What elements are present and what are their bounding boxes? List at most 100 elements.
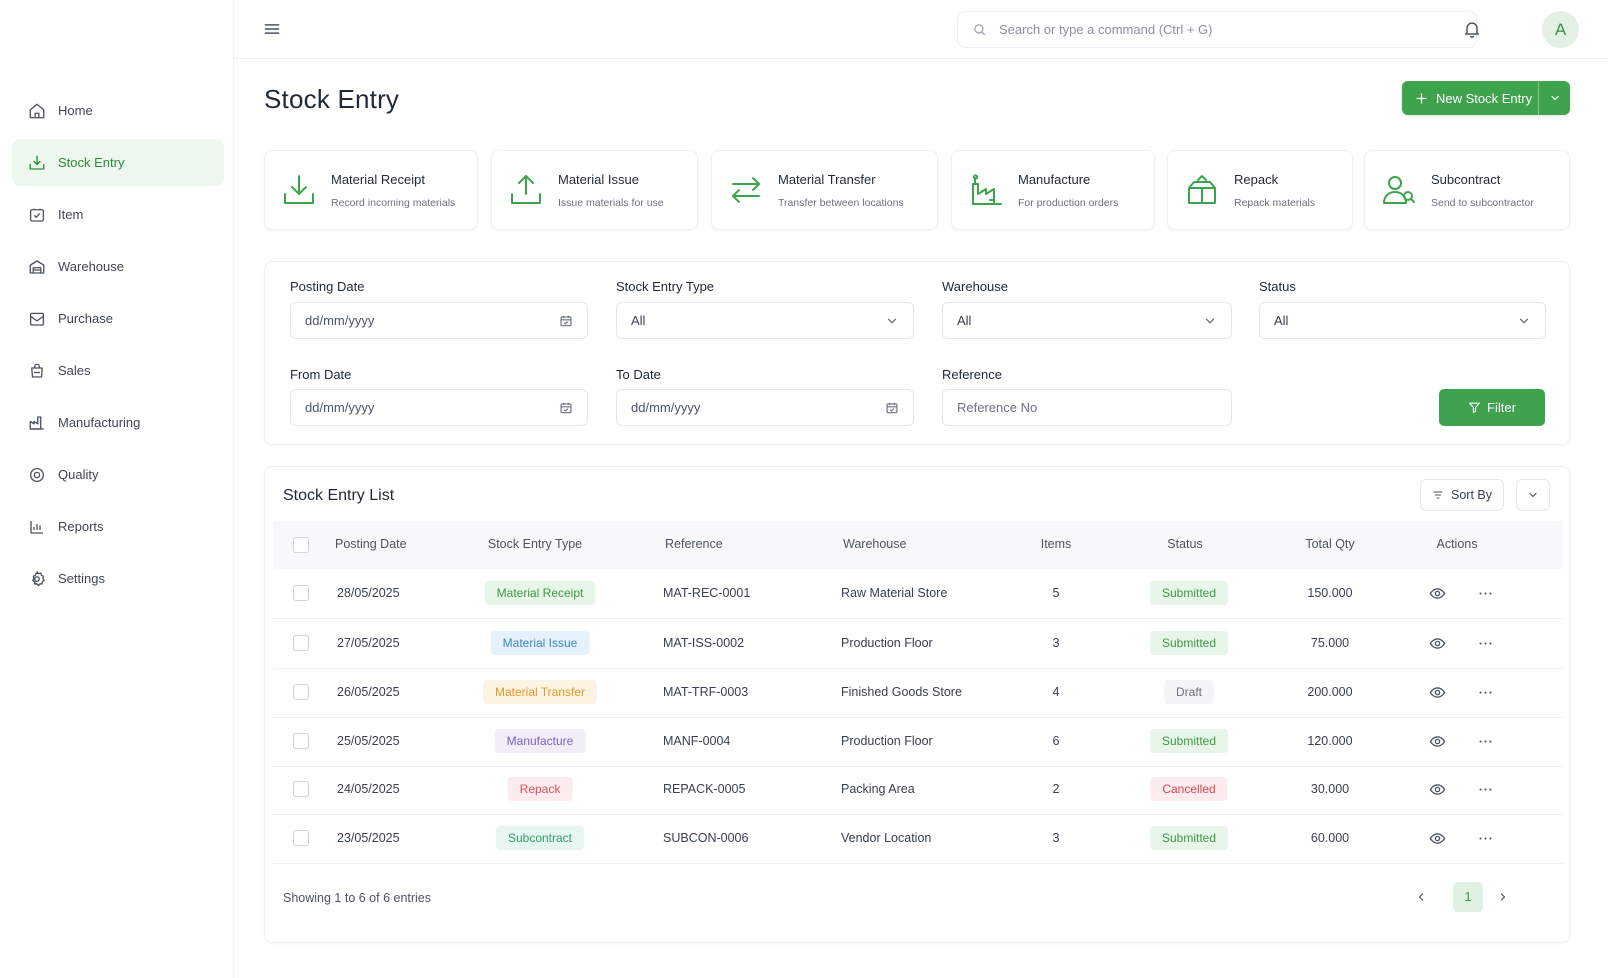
new-stock-entry-dropdown[interactable]	[1538, 81, 1570, 115]
table-row[interactable]: 23/05/2025 Subcontract SUBCON-0006 Vendor L…	[273, 814, 1563, 864]
sidebar-item-sales[interactable]: Sales	[12, 347, 224, 394]
from-date-placeholder: dd/mm/yyyy	[305, 400, 375, 415]
view-eye-icon[interactable]	[1429, 781, 1446, 798]
status-select[interactable]: All	[1259, 302, 1546, 339]
card-title: Material Receipt	[331, 171, 425, 187]
calendar-icon[interactable]	[885, 401, 899, 415]
sidebar-item-home[interactable]: Home	[12, 87, 224, 134]
row-checkbox[interactable]	[293, 684, 309, 700]
sidebar-item-reports[interactable]: Reports	[12, 503, 224, 550]
view-eye-icon[interactable]	[1429, 585, 1446, 602]
card-material-issue[interactable]: Material Issue Issue materials for use	[491, 150, 698, 230]
column-header[interactable]: Posting Date	[335, 537, 407, 551]
sidebar-item-purchase[interactable]: Purchase	[12, 295, 224, 342]
column-header[interactable]: Warehouse	[843, 537, 907, 551]
row-checkbox[interactable]	[293, 781, 309, 797]
reference-cell[interactable]: MANF-0004	[663, 734, 731, 748]
reference-cell[interactable]: MAT-ISS-0002	[663, 636, 745, 650]
card-material-transfer[interactable]: Material Transfer Transfer between locat…	[711, 150, 938, 230]
more-actions-icon[interactable]	[1477, 635, 1494, 652]
calendar-icon[interactable]	[559, 401, 573, 415]
new-stock-entry-button[interactable]: New Stock Entry	[1402, 81, 1570, 115]
table-row[interactable]: 26/05/2025 Material Transfer MAT-TRF-0003 F…	[273, 668, 1563, 718]
posting-date-cell: 23/05/2025	[337, 831, 400, 845]
table-row[interactable]: 25/05/2025 Manufacture MANF-0004 Production…	[273, 717, 1563, 767]
sidebar-item-manufacturing[interactable]: Manufacturing	[12, 399, 224, 446]
filter-panel: Posting Date dd/mm/yyyy Stock Entry Type…	[264, 261, 1570, 445]
sidebar-item-item[interactable]: Item	[12, 191, 224, 238]
chevron-down-icon	[1529, 492, 1537, 498]
new-stock-entry-main[interactable]: New Stock Entry	[1402, 81, 1538, 115]
total-qty-cell: 120.000	[1307, 734, 1353, 748]
sidebar-item-warehouse[interactable]: Warehouse	[12, 243, 224, 290]
search-input[interactable]	[999, 22, 1459, 37]
view-eye-icon[interactable]	[1429, 830, 1446, 847]
more-actions-icon[interactable]	[1477, 733, 1494, 750]
column-header[interactable]: Reference	[665, 537, 723, 551]
from-date-field[interactable]: dd/mm/yyyy	[290, 389, 588, 426]
more-actions-icon[interactable]	[1477, 781, 1494, 798]
status-value: All	[1274, 313, 1289, 328]
sidebar-item-quality[interactable]: Quality	[12, 451, 224, 498]
card-subcontract[interactable]: Subcontract Send to subcontractor	[1364, 150, 1570, 230]
column-header[interactable]: Status	[1167, 537, 1203, 551]
to-date-field[interactable]: dd/mm/yyyy	[616, 389, 914, 426]
table-row[interactable]: 28/05/2025 Material Receipt MAT-REC-0001 Ra…	[273, 569, 1563, 619]
calendar-icon[interactable]	[559, 314, 573, 328]
table-row[interactable]: 27/05/2025 Material Issue MAT-ISS-0002 Prod…	[273, 619, 1563, 669]
card-manufacture[interactable]: Manufacture For production orders	[951, 150, 1155, 230]
reference-cell[interactable]: MAT-REC-0001	[663, 586, 751, 600]
sidebar-item-settings[interactable]: Settings	[12, 555, 224, 602]
card-material-receipt[interactable]: Material Receipt Record incoming materia…	[264, 150, 478, 230]
avatar[interactable]: A	[1542, 11, 1579, 48]
warehouse-select[interactable]: All	[942, 302, 1232, 339]
posting-date-field[interactable]: dd/mm/yyyy	[290, 302, 588, 339]
card-subtitle: Issue materials for use	[558, 196, 664, 209]
column-header[interactable]: Items	[1040, 537, 1072, 551]
total-qty-cell: 60.000	[1310, 831, 1350, 845]
sidebar-item-label: Quality	[58, 467, 99, 482]
more-actions-icon[interactable]	[1477, 585, 1494, 602]
previous-page-button[interactable]	[1411, 887, 1431, 907]
filter-icon	[1469, 402, 1480, 413]
reference-field[interactable]: Reference No	[942, 389, 1232, 426]
row-checkbox[interactable]	[293, 733, 309, 749]
page-number-button[interactable]: 1	[1453, 882, 1483, 912]
sidebar-item-label: Home	[58, 103, 93, 118]
table-row[interactable]: 24/05/2025 Repack REPACK-0005 Packing Area 2…	[273, 765, 1563, 815]
stock-entry-type-select[interactable]: All	[616, 302, 914, 339]
stock-entry-list: Stock Entry List Sort By Posting Date St…	[264, 466, 1570, 943]
card-subtitle: Record incoming materials	[331, 196, 456, 209]
list-title: Stock Entry List	[283, 487, 395, 504]
search-bar[interactable]	[957, 11, 1477, 48]
row-checkbox[interactable]	[293, 830, 309, 846]
quality-icon	[28, 466, 46, 484]
sidebar-item-stock-entry[interactable]: Stock Entry	[12, 139, 224, 186]
view-eye-icon[interactable]	[1429, 684, 1446, 701]
filter-button[interactable]: Filter	[1439, 389, 1545, 426]
column-header[interactable]: Stock Entry Type	[487, 537, 583, 551]
next-page-button[interactable]	[1493, 887, 1513, 907]
more-actions-icon[interactable]	[1477, 684, 1494, 701]
card-repack[interactable]: Repack Repack materials	[1167, 150, 1353, 230]
menu-icon[interactable]	[262, 19, 282, 39]
total-qty-cell: 75.000	[1310, 636, 1350, 650]
sidebar-item-label: Sales	[58, 363, 91, 378]
row-checkbox[interactable]	[293, 585, 309, 601]
reference-cell[interactable]: REPACK-0005	[663, 782, 746, 796]
view-eye-icon[interactable]	[1429, 635, 1446, 652]
reference-placeholder: Reference No	[957, 400, 1038, 415]
column-header[interactable]: Total Qty	[1305, 537, 1355, 551]
sort-direction-button[interactable]	[1516, 479, 1550, 511]
view-eye-icon[interactable]	[1429, 733, 1446, 750]
warehouse-label: Warehouse	[942, 279, 1008, 294]
reference-cell[interactable]: MAT-TRF-0003	[663, 685, 749, 699]
select-all-checkbox[interactable]	[293, 537, 309, 553]
status-badge: Submitted	[1149, 729, 1229, 753]
sort-by-button[interactable]: Sort By	[1420, 479, 1504, 511]
bell-icon[interactable]	[1462, 19, 1482, 39]
row-checkbox[interactable]	[293, 635, 309, 651]
total-qty-cell: 150.000	[1307, 586, 1353, 600]
reference-cell[interactable]: SUBCON-0006	[663, 831, 749, 845]
more-actions-icon[interactable]	[1477, 830, 1494, 847]
